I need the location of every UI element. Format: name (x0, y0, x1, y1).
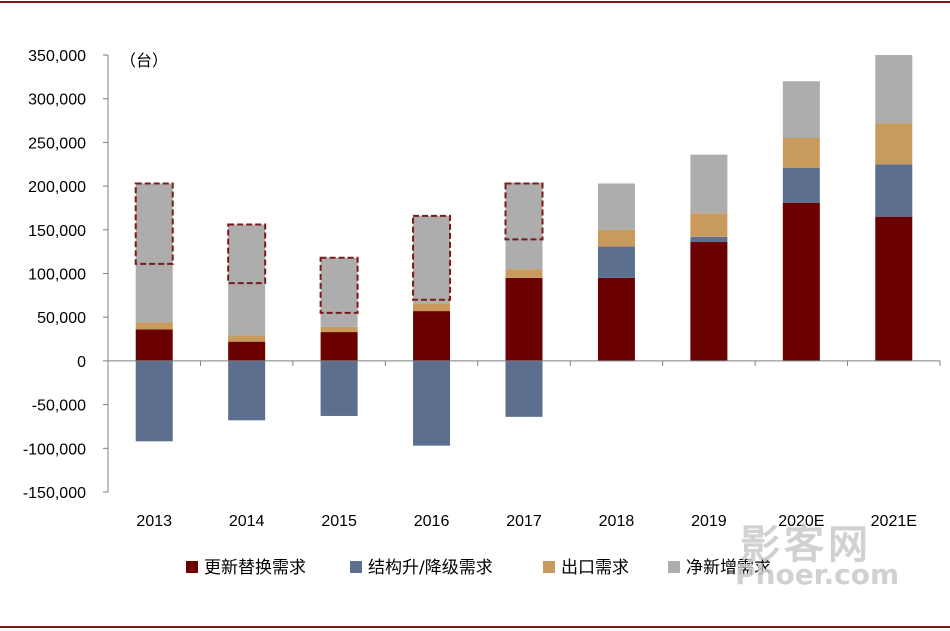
legend-label: 净新增需求 (686, 558, 771, 578)
bar-segment (320, 326, 358, 333)
x-tick-label: 2020E (778, 513, 824, 530)
y-tick-label: 0 (77, 354, 86, 371)
bar-segment (413, 303, 451, 312)
bar-segment (505, 269, 543, 278)
bar-segment (875, 55, 913, 124)
legend-label: 更新替换需求 (204, 558, 306, 578)
bar-segment (782, 138, 820, 168)
highlight-boxes (134, 182, 544, 314)
bar-segment (690, 213, 728, 237)
y-tick-label: 250,000 (28, 135, 86, 152)
x-axis: 2013 2014 2015 2016 2017 2018 2019 2020E 2021E (107, 360, 941, 530)
x-tick-label: 2019 (691, 513, 727, 530)
bar-segment (228, 360, 266, 421)
bar-segment (228, 335, 266, 342)
highlight-box (319, 256, 359, 314)
x-tick-label: 2016 (414, 513, 450, 530)
y-axis: 350,000 300,000 250,000 200,000 150,000 100,0… (23, 48, 109, 502)
legend: 更新替换需求 结构升/降级需求 出口需求 净新增需求 (186, 558, 771, 578)
bar-segment (135, 329, 173, 361)
x-tick-label: 2021E (871, 513, 917, 530)
highlight-box (227, 223, 267, 285)
y-tick-label: -150,000 (23, 485, 86, 502)
bar-segment (135, 183, 173, 323)
legend-swatch (543, 561, 555, 573)
bar-segment (597, 277, 635, 361)
x-tick-label: 2014 (229, 513, 265, 530)
x-tick-label: 2017 (506, 513, 542, 530)
y-tick-label: 200,000 (28, 179, 86, 196)
y-tick-label: 100,000 (28, 267, 86, 284)
bar-segment (690, 236, 728, 243)
bar-segment (320, 332, 358, 361)
legend-label: 出口需求 (561, 558, 629, 578)
bar-segment (228, 341, 266, 361)
bar-segment (782, 202, 820, 361)
bar-segment (690, 154, 728, 214)
bar-segment (228, 224, 266, 336)
bar-segment (320, 360, 358, 416)
bar-segment (135, 360, 173, 442)
bar-segment (782, 167, 820, 203)
highlight-box (134, 182, 174, 265)
bars (135, 55, 913, 446)
bar-segment (597, 183, 635, 230)
y-tick-label: 50,000 (37, 310, 86, 327)
bar-segment (135, 322, 173, 330)
legend-swatch (186, 561, 198, 573)
unit-label: （台） (120, 51, 168, 70)
x-tick-label: 2015 (321, 513, 357, 530)
bar-segment (413, 215, 451, 304)
bar-segment (782, 81, 820, 139)
legend-swatch (350, 561, 362, 573)
bar-segment (875, 123, 913, 165)
y-tick-label: 150,000 (28, 223, 86, 240)
y-tick-label: -100,000 (23, 441, 86, 458)
bar-segment (875, 164, 913, 217)
legend-swatch (668, 561, 680, 573)
highlight-box (504, 182, 544, 241)
highlight-box (412, 214, 452, 301)
bar-segment (413, 360, 451, 446)
bar-segment (597, 246, 635, 278)
bar-segment (413, 311, 451, 361)
bar-segment (875, 216, 913, 361)
bar-segment (690, 242, 728, 361)
x-tick-label: 2018 (599, 513, 635, 530)
legend-label: 结构升/降级需求 (368, 558, 493, 578)
y-tick-label: -50,000 (32, 398, 86, 415)
bar-segment (505, 360, 543, 417)
x-tick-label: 2013 (136, 513, 172, 530)
bar-segment (320, 257, 358, 327)
bar-segment (505, 277, 543, 361)
bar-segment (505, 182, 543, 270)
bar-segment (597, 229, 635, 247)
y-tick-label: 350,000 (28, 48, 86, 65)
y-tick-label: 300,000 (28, 92, 86, 109)
